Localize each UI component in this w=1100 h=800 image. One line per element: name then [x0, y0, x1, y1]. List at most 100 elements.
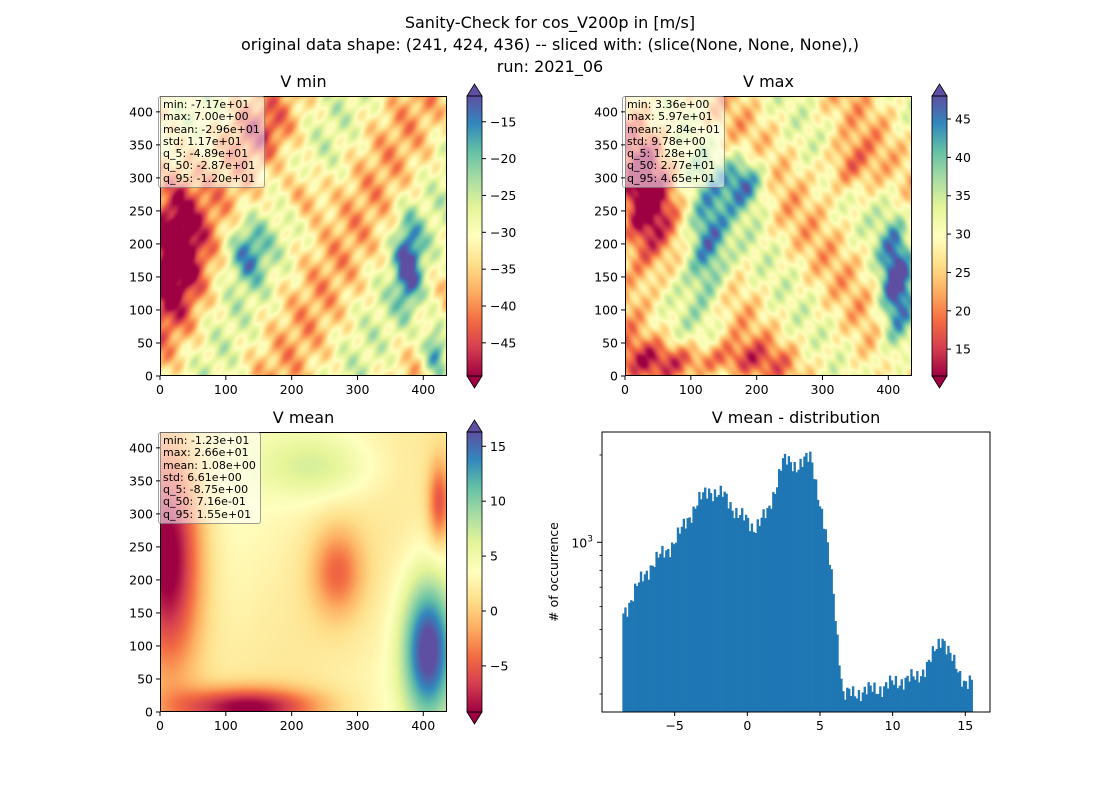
- vmin-stat-std: std: 1.17e+01: [163, 134, 242, 148]
- histogram-bar: [918, 682, 921, 712]
- histogram-bar: [914, 679, 917, 712]
- histogram-ytick-base: 10: [571, 535, 587, 550]
- vmean-colorbar-tick-label: 5: [490, 549, 498, 564]
- histogram-bar: [744, 514, 748, 712]
- histogram-bar: [779, 470, 783, 712]
- histogram-bar: [867, 682, 870, 712]
- vmax-stat-q5: q_5: 1.28e+01: [627, 147, 709, 161]
- histogram-bar: [881, 696, 884, 712]
- histogram-bar: [964, 681, 968, 712]
- histogram-bar: [873, 682, 876, 712]
- vmin-xtick-label: 100: [214, 382, 238, 397]
- histogram-bar: [672, 544, 676, 712]
- vmean-colorbar-tick-label: 10: [490, 494, 506, 509]
- vmean-ytick-label: 350: [129, 473, 153, 488]
- histogram-bar: [768, 505, 771, 712]
- vmin-colorbar-tick-label: −15: [490, 114, 516, 129]
- histogram-bar: [943, 640, 946, 712]
- vmean-colorbar-extend-top: [466, 419, 483, 433]
- histogram-bar: [900, 679, 903, 712]
- histogram-bar: [877, 693, 880, 712]
- histogram-bar: [807, 461, 810, 712]
- vmin-ytick-label: 150: [129, 269, 153, 284]
- histogram-bar: [859, 701, 863, 712]
- histogram-bars: [622, 451, 973, 712]
- histogram-bar: [783, 453, 787, 712]
- histogram-bar: [737, 517, 740, 712]
- vmean-ytick-label: 400: [129, 440, 153, 455]
- histogram-bar: [694, 508, 697, 712]
- figure-title-line1: Sanity-Check for cos_V200p in [m/s]: [404, 13, 696, 32]
- histogram-bar: [637, 582, 641, 712]
- histogram-bar: [752, 531, 756, 712]
- histogram-bar: [663, 557, 666, 712]
- vmin-ytick-label: 200: [129, 236, 153, 251]
- vmin-stat-mean: mean: -2.96e+01: [163, 122, 260, 136]
- histogram-bar: [846, 687, 849, 712]
- histogram-bar: [832, 593, 835, 712]
- vmax-ytick-label: 50: [602, 335, 618, 350]
- histogram-bar: [791, 471, 794, 712]
- vmin-ytick-label: 0: [145, 369, 153, 384]
- histogram-bar: [772, 492, 775, 712]
- histogram-bar: [630, 600, 633, 712]
- histogram-bar: [678, 533, 682, 712]
- axes-layer: 0 100 200 300 400050100150200250300350400−15…: [129, 83, 991, 733]
- histogram-bar: [968, 675, 972, 712]
- histogram-bar: [830, 569, 833, 712]
- histogram-ylabel: # of occurrence: [546, 522, 561, 622]
- histogram-bar: [916, 671, 919, 712]
- histogram-bar: [814, 479, 818, 712]
- vmean-stat-mean: mean: 1.08e+00: [163, 458, 256, 472]
- figure-title-line2: original data shape: (241, 424, 436) -- …: [241, 35, 859, 54]
- vmean-xtick-label: 200: [280, 718, 304, 733]
- vmax-ytick-label: 150: [594, 269, 618, 284]
- vmax-ytick-label: 350: [594, 137, 618, 152]
- histogram-bar: [863, 686, 866, 712]
- histogram-bar: [739, 515, 742, 712]
- histogram-bar: [709, 493, 713, 712]
- histogram-bar: [733, 518, 736, 712]
- histogram-bar: [635, 585, 639, 712]
- histogram-bar: [896, 688, 900, 712]
- vmean-ytick-label: 250: [129, 539, 153, 554]
- vmax-stats-box: min: 3.36e+00 max: 5.97e+01 mean: 2.84e+…: [622, 96, 725, 189]
- vmin-ytick-label: 400: [129, 104, 153, 119]
- histogram-bar: [725, 493, 728, 712]
- histogram-bar: [951, 660, 954, 712]
- vmean-stat-max: max: 2.66e+01: [163, 446, 249, 460]
- histogram-bar: [970, 679, 973, 712]
- vmin-colorbar-tick-label: −30: [490, 225, 516, 240]
- vmin-colorbar-tick-label: −25: [490, 188, 516, 203]
- histogram-bar: [729, 502, 732, 712]
- histogram-bar: [676, 527, 680, 712]
- vmax-stat-max: max: 5.97e+01: [627, 110, 713, 124]
- vmax-colorbar-extend-top: [931, 83, 948, 97]
- vmean-ytick-label: 100: [129, 638, 153, 653]
- vmax-ytick-label: 0: [610, 369, 618, 384]
- vmean-ytick-label: 0: [145, 705, 153, 720]
- histogram-bar: [912, 676, 915, 712]
- histogram-bar: [717, 494, 721, 712]
- histogram-bar: [795, 472, 798, 712]
- histogram-bar: [692, 506, 695, 712]
- histogram-bar: [826, 542, 829, 712]
- histogram-bar: [927, 659, 931, 712]
- vmean-colorbar-frame: [466, 431, 483, 713]
- histogram-bar: [748, 531, 752, 712]
- vmin-colorbar-tick-label: −35: [490, 262, 516, 277]
- histogram-bar: [754, 533, 757, 712]
- vmean-stat-q50: q_50: 7.16e-01: [163, 495, 246, 509]
- histogram-bar: [702, 492, 705, 712]
- histogram-bar: [760, 517, 763, 712]
- histogram-bar: [945, 654, 948, 712]
- vmin-stat-min: min: -7.17e+01: [163, 98, 250, 111]
- histogram-bar: [641, 581, 645, 712]
- histogram-bar: [746, 517, 750, 712]
- vmin-xtick-label: 300: [346, 382, 370, 397]
- figure-title-line3: run: 2021_06: [496, 57, 604, 76]
- histogram-bar: [707, 488, 711, 712]
- histogram-bar: [939, 647, 942, 712]
- histogram-bar: [820, 508, 824, 712]
- vmin-colorbar: [467, 96, 482, 376]
